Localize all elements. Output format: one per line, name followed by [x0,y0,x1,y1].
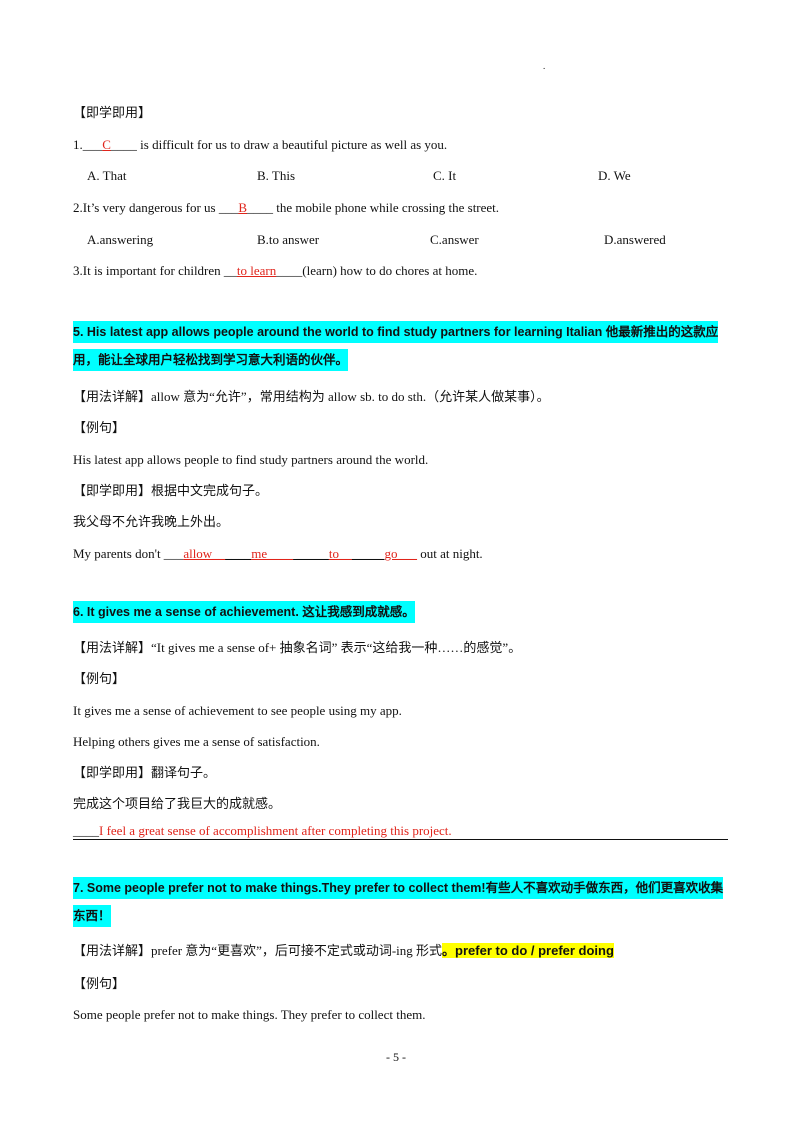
title-text: 5. His latest app allows people around t… [73,321,719,371]
answer: me____ [251,546,294,561]
question-suffix: ____ the mobile phone while crossing the… [247,200,500,215]
option: D.answered [604,232,666,247]
blank: _____ [351,546,385,561]
text: My parents don't ___ [73,546,184,561]
usage-text: “It gives me a sense of+ 抽象名词” 表示“这给我一种…… [151,640,522,655]
question-prefix: 2.It’s very dangerous for us ___ [73,200,239,215]
option: D. We [598,168,631,183]
item-title: 6. It gives me a sense of achievement. 这… [73,598,728,626]
question-suffix: ____(learn) how to do chores at home. [276,263,478,278]
usage-text: prefer 意为“更喜欢”，后可接不定式或动词-ing 形式 [151,943,443,958]
label: 【例句】 [73,671,126,686]
title-text: 7. Some people prefer not to make things… [73,877,724,927]
item-title: 7. Some people prefer not to make things… [73,874,728,930]
option: A. That [87,168,127,183]
header-mark: . [543,61,546,71]
option: B.to answer [257,232,320,247]
option: A.answering [87,232,154,247]
title-text: 6. It gives me a sense of achievement. 这… [73,601,415,623]
prompt: 完成这个项目给了我巨大的成就感。 [73,796,282,811]
example: It gives me a sense of achievement to se… [73,703,402,718]
instruction: 翻译句子。 [151,765,217,780]
question-suffix: ____ is difficult for us to draw a beaut… [110,137,448,152]
answer: to learn [236,263,277,278]
question-prefix: 1.___ [73,137,103,152]
question: 3.It is important for children __to lear… [73,263,477,279]
prompt: 我父母不允许我晚上外出。 [73,514,230,529]
label: 【用法详解】 [73,943,152,958]
answer: I feel a great sense of accomplishment a… [99,823,452,838]
question-prefix: 3.It is important for children __ [73,263,237,278]
example: Helping others gives me a sense of satis… [73,734,320,749]
label: 【用法详解】 [73,640,152,655]
page-number: - 5 - [386,1050,406,1064]
label: 【用法详解】 [73,389,152,404]
question: 2.It’s very dangerous for us ___B____ th… [73,200,499,216]
highlight: 。prefer to do / prefer doing [442,943,614,958]
example: His latest app allows people to find stu… [73,452,429,467]
practice: 【即学即用】根据中文完成句子。 [73,483,268,499]
answer: to__ [328,546,352,561]
label: 【即学即用】 [73,483,152,498]
item-title: 5. His latest app allows people around t… [73,318,728,374]
blank: _____ [293,546,329,561]
usage: 【用法详解】“It gives me a sense of+ 抽象名词” 表示“… [73,640,521,656]
blank: ____ [73,823,99,838]
label: 【例句】 [73,420,126,435]
question: 1.___C____ is difficult for us to draw a… [73,137,447,153]
option: C. It [433,168,457,183]
label: 【例句】 [73,976,126,991]
label: 【即学即用】 [73,765,152,780]
example: Some people prefer not to make things. T… [73,1007,426,1022]
answer: C [102,137,111,152]
option: C.answer [430,232,479,247]
answer-line: My parents don't ___allow______me____ __… [73,546,483,562]
blank: ____ [225,546,252,561]
text: out at night. [416,546,483,561]
practice: 【即学即用】翻译句子。 [73,765,216,781]
option: B. This [257,168,296,183]
answer: go___ [384,546,417,561]
instruction: 根据中文完成句子。 [151,483,269,498]
practice-heading: 【即学即用】 [73,105,152,120]
usage: 【用法详解】prefer 意为“更喜欢”，后可接不定式或动词-ing 形式。pr… [73,943,614,959]
usage-text: allow 意为“允许”，常用结构为 allow sb. to do sth.（… [151,389,550,404]
answer: B [238,200,248,215]
answer: allow__ [183,546,226,561]
usage: 【用法详解】allow 意为“允许”，常用结构为 allow sb. to do… [73,389,550,405]
answer-line: ____I feel a great sense of accomplishme… [73,823,728,840]
